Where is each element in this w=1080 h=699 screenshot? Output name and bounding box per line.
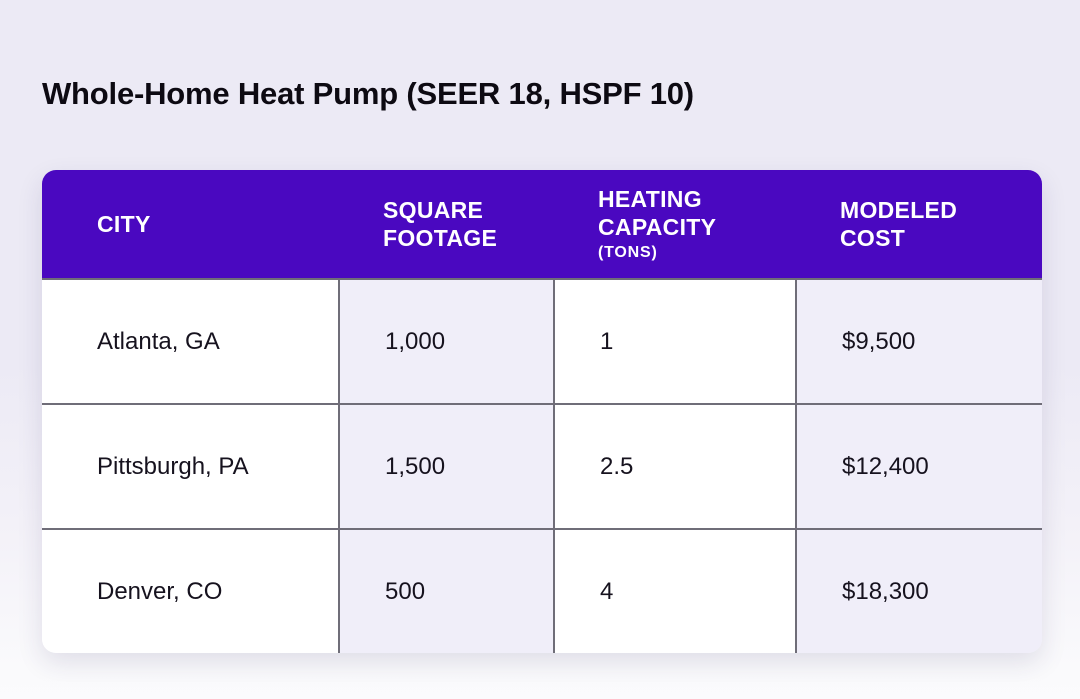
- page-title: Whole-Home Heat Pump (SEER 18, HSPF 10): [42, 76, 694, 111]
- column-header-square-footage: SQUARE FOOTAGE: [338, 196, 553, 252]
- cell-heating-capacity: 2.5: [553, 405, 795, 528]
- cell-modeled-cost: $12,400: [795, 405, 1042, 528]
- table-row-denver: Denver, CO 500 4 $18,300: [42, 528, 1042, 653]
- column-header-label: SQUARE FOOTAGE: [383, 196, 498, 251]
- cell-city: Atlanta, GA: [42, 280, 338, 403]
- column-header-label: CITY: [97, 210, 151, 237]
- cell-square-footage: 1,000: [338, 280, 553, 403]
- cell-square-footage: 1,500: [338, 405, 553, 528]
- table-row-atlanta: Atlanta, GA 1,000 1 $9,500: [42, 278, 1042, 403]
- table-header-row: CITY SQUARE FOOTAGE HEATING CAPACITY (TO…: [42, 170, 1042, 278]
- column-header-modeled-cost: MODELED COST: [795, 196, 1042, 252]
- cell-heating-capacity: 4: [553, 530, 795, 653]
- column-header-city: CITY: [42, 210, 338, 238]
- column-header-sublabel: (TONS): [598, 244, 658, 262]
- heat-pump-table: CITY SQUARE FOOTAGE HEATING CAPACITY (TO…: [42, 170, 1042, 653]
- cell-square-footage: 500: [338, 530, 553, 653]
- column-header-label: HEATING CAPACITY: [598, 186, 717, 241]
- table-row-pittsburgh: Pittsburgh, PA 1,500 2.5 $12,400: [42, 403, 1042, 528]
- cell-city: Pittsburgh, PA: [42, 405, 338, 528]
- cell-modeled-cost: $18,300: [795, 530, 1042, 653]
- cell-modeled-cost: $9,500: [795, 280, 1042, 403]
- cell-city: Denver, CO: [42, 530, 338, 653]
- column-header-heating-capacity: HEATING CAPACITY (TONS): [553, 185, 795, 263]
- column-header-label: MODELED COST: [840, 196, 958, 251]
- cell-heating-capacity: 1: [553, 280, 795, 403]
